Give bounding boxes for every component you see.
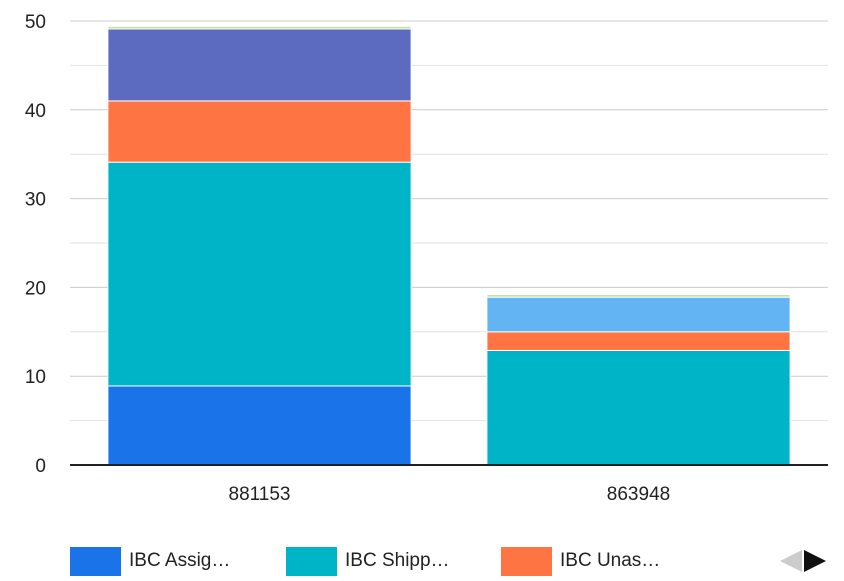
legend-next-arrow-icon[interactable]: [804, 550, 826, 572]
legend-pagination: [780, 550, 826, 572]
legend-item-ibc-assig[interactable]: IBC Assig…: [70, 544, 230, 578]
bar-segment[interactable]: [486, 294, 791, 298]
y-tick-label: 30: [25, 190, 46, 211]
legend-prev-arrow-icon[interactable]: [780, 550, 802, 572]
legend-item-ibc-shipp[interactable]: IBC Shipp…: [286, 544, 450, 578]
bar-segment[interactable]: [486, 331, 791, 351]
bar-segment[interactable]: [107, 28, 412, 102]
legend-swatch: [286, 546, 337, 576]
legend-swatch: [70, 546, 121, 576]
legend-label: IBC Assig…: [129, 550, 231, 571]
y-tick-label: 0: [35, 456, 46, 477]
x-tick-label: 863948: [607, 484, 670, 505]
legend-swatch: [501, 546, 552, 576]
bars: [107, 25, 791, 466]
y-axis: 0 10 20 30 40 50: [25, 12, 46, 477]
y-tick-label: 50: [25, 12, 46, 33]
legend-label: IBC Unas…: [560, 550, 661, 571]
bar-segment[interactable]: [486, 349, 791, 466]
legend-item-ibc-unas[interactable]: IBC Unas…: [501, 544, 660, 578]
x-axis: 881153 863948: [229, 484, 671, 505]
bar-segment[interactable]: [107, 385, 412, 466]
y-tick-label: 40: [25, 101, 46, 122]
y-tick-label: 20: [25, 278, 46, 299]
bar-segment[interactable]: [107, 100, 412, 163]
bar-segment[interactable]: [107, 161, 412, 387]
bar-segment[interactable]: [107, 25, 412, 30]
y-tick-label: 10: [25, 367, 46, 388]
legend-label: IBC Shipp…: [345, 550, 450, 571]
legend: IBC Assig… IBC Shipp… IBC Unas…: [70, 544, 840, 578]
bar-segment[interactable]: [486, 296, 791, 333]
x-tick-label: 881153: [229, 484, 291, 505]
stacked-bar-chart: 0 10 20 30 40 50 881153 863948: [25, 12, 828, 505]
